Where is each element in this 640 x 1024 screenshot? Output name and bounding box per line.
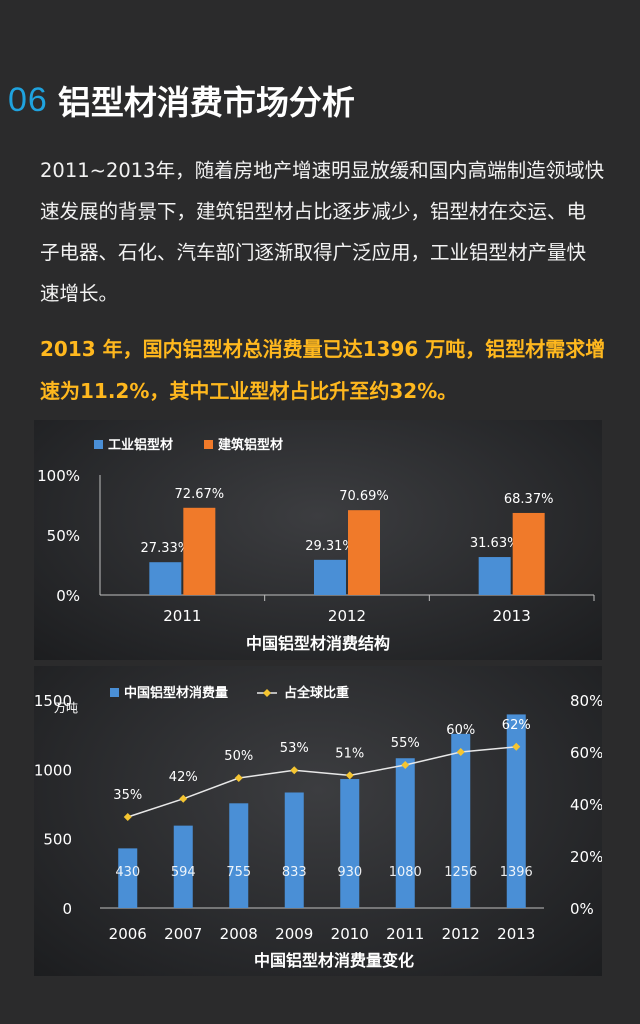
page-title: 铝型材消费市场分析 xyxy=(57,83,355,122)
bar-value-label: 1396 xyxy=(500,865,533,880)
chart-title: 中国铝型材消费量变化 xyxy=(254,951,414,970)
line-value-label: 50% xyxy=(224,749,253,764)
legend-label-1: 建筑铝型材 xyxy=(218,437,283,453)
legend-swatch-0 xyxy=(94,440,103,449)
bar-consumption xyxy=(451,733,471,908)
y-left-tick-label: 1000 xyxy=(34,761,72,779)
data-label: 31.63% xyxy=(470,536,520,551)
consumption-volume-chart: 中国铝型材消费量 占全球比重 0 500 1000 1500 万吨 0% 20% 40% 60% 80… xyxy=(34,666,604,976)
bar-construction xyxy=(348,510,380,595)
x-tick-label: 2012 xyxy=(442,925,480,943)
bar-value-label: 755 xyxy=(226,865,251,880)
data-label: 70.69% xyxy=(339,489,389,504)
x-tick-label: 2006 xyxy=(109,925,147,943)
x-tick-label: 2009 xyxy=(275,925,313,943)
bar-consumption xyxy=(340,779,360,908)
bar-value-label: 594 xyxy=(171,865,196,880)
data-label: 29.31% xyxy=(305,539,355,554)
y-tick-label: 100% xyxy=(37,467,80,485)
line-value-label: 35% xyxy=(113,788,142,803)
line-marker xyxy=(456,748,465,756)
y-right-tick-label: 20% xyxy=(570,848,602,866)
y-left-tick-label: 0 xyxy=(62,900,72,918)
legend-swatch-1 xyxy=(204,440,213,449)
consumption-structure-svg: 工业铝型材 建筑铝型材 0% 50% 100% 27.33% 72.67% 2011 29.31… xyxy=(37,437,595,653)
legend-label-line: 占全球比重 xyxy=(284,685,349,701)
x-tick-label: 2011 xyxy=(386,925,424,943)
bar-value-label: 1256 xyxy=(444,865,477,880)
line-value-label: 53% xyxy=(280,741,309,756)
y-left-tick-label: 1500 xyxy=(34,692,72,710)
x-tick-label: 2010 xyxy=(331,925,369,943)
legend-swatch-bars xyxy=(110,688,119,697)
y-right-tick-label: 60% xyxy=(570,744,602,762)
bar-consumption xyxy=(506,714,526,908)
legend-label-bars: 中国铝型材消费量 xyxy=(124,685,228,701)
bar-value-label: 833 xyxy=(282,865,307,880)
legend-label-0: 工业铝型材 xyxy=(108,437,173,453)
section-header: 06 铝型材消费市场分析 xyxy=(8,70,355,130)
y-axis-unit: 万吨 xyxy=(54,701,78,715)
x-tick-label: 2013 xyxy=(497,925,535,943)
bar-construction xyxy=(183,507,216,595)
chart-title: 中国铝型材消费结构 xyxy=(246,634,390,653)
bar-industrial xyxy=(314,559,346,595)
data-label: 68.37% xyxy=(504,492,554,507)
bar-consumption xyxy=(284,792,304,908)
x-tick-label: 2007 xyxy=(164,925,202,943)
x-tick-label: 2011 xyxy=(163,607,201,625)
y-right-tick-label: 0% xyxy=(570,900,594,918)
intro-paragraph: 2011~2013年，随着房地产增速明显放缓和国内高端制造领域快速发展的背景下，… xyxy=(40,159,605,305)
line-marker xyxy=(512,742,521,751)
line-marker xyxy=(234,774,243,782)
consumption-structure-chart: 工业铝型材 建筑铝型材 0% 50% 100% 27.33% 72.67% 2011 29.31… xyxy=(34,420,602,660)
y-tick-label: 50% xyxy=(47,527,80,545)
line-value-label: 42% xyxy=(169,770,198,785)
y-tick-label: 0% xyxy=(56,587,80,605)
highlight-paragraph: 2013 年，国内铝型材总消费量已达1396 万吨，铝型材需求增速为11.2%，… xyxy=(40,337,606,403)
data-label: 72.67% xyxy=(175,487,225,502)
line-share xyxy=(127,746,517,818)
bar-value-label: 1080 xyxy=(389,865,422,880)
bar-consumption xyxy=(229,803,249,908)
bar-value-label: 430 xyxy=(115,865,140,880)
y-right-tick-label: 80% xyxy=(570,692,602,710)
bar-consumption xyxy=(395,758,415,908)
legend-marker xyxy=(263,689,271,697)
line-value-label: 60% xyxy=(446,723,475,738)
y-left-tick-label: 500 xyxy=(43,831,72,849)
bar-consumption xyxy=(173,825,193,908)
line-marker xyxy=(123,813,132,821)
x-tick-label: 2013 xyxy=(493,607,531,625)
line-value-label: 51% xyxy=(335,746,364,761)
x-tick-label: 2012 xyxy=(328,607,366,625)
line-marker xyxy=(179,794,188,803)
line-marker xyxy=(290,766,299,775)
line-value-label: 62% xyxy=(502,718,531,733)
bar-value-label: 930 xyxy=(337,865,362,880)
data-label: 27.33% xyxy=(141,541,191,556)
bar-consumption xyxy=(118,848,138,908)
section-number: 06 xyxy=(8,80,48,119)
bar-industrial xyxy=(478,557,511,595)
bar-construction xyxy=(512,512,545,595)
y-right-tick-label: 40% xyxy=(570,796,602,814)
line-marker xyxy=(401,761,410,769)
x-tick-label: 2008 xyxy=(220,925,258,943)
bar-industrial xyxy=(149,562,182,595)
line-marker xyxy=(345,771,354,780)
line-value-label: 55% xyxy=(391,736,420,751)
